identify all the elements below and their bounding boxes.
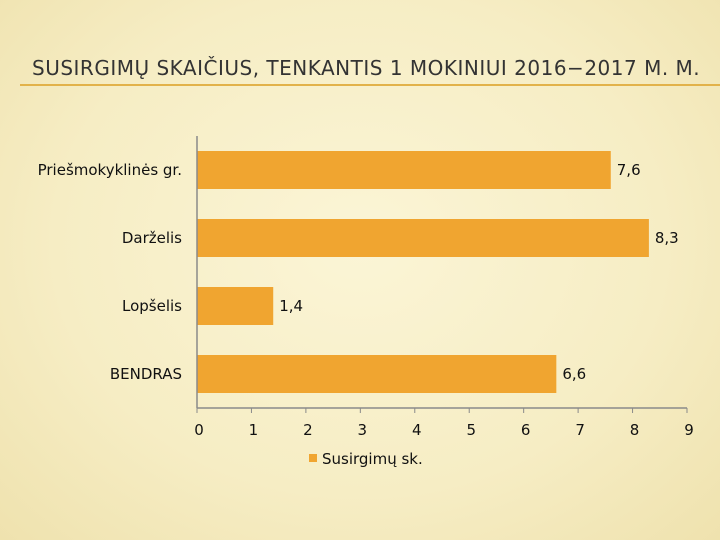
bar	[197, 287, 274, 325]
x-tick-label: 7	[575, 421, 585, 439]
bar	[197, 355, 557, 393]
data-label: 1,4	[279, 297, 303, 315]
bar	[197, 151, 611, 189]
x-tick-label: 5	[466, 421, 476, 439]
legend-label: Susirgimų sk.	[322, 450, 423, 468]
data-label: 7,6	[617, 161, 641, 179]
x-tick-label: 4	[412, 421, 422, 439]
title-divider	[20, 84, 720, 86]
x-tick-label: 6	[521, 421, 531, 439]
category-label: Lopšelis	[122, 297, 182, 315]
data-label: 8,3	[655, 229, 679, 247]
bar	[197, 219, 649, 257]
x-tick-label: 9	[684, 421, 694, 439]
x-tick-label: 2	[303, 421, 313, 439]
category-label: Priešmokyklinės gr.	[38, 161, 182, 179]
x-tick-label: 3	[358, 421, 368, 439]
x-tick-label: 0	[194, 421, 204, 439]
x-tick-label: 8	[630, 421, 640, 439]
page-title: SUSIRGIMŲ SKAIČIUS, TENKANTIS 1 MOKINIUI…	[32, 56, 701, 80]
category-label: Darželis	[122, 229, 182, 247]
x-tick-label: 1	[249, 421, 259, 439]
category-label: BENDRAS	[110, 365, 182, 383]
legend-swatch	[309, 454, 317, 462]
data-label: 6,6	[562, 365, 586, 383]
